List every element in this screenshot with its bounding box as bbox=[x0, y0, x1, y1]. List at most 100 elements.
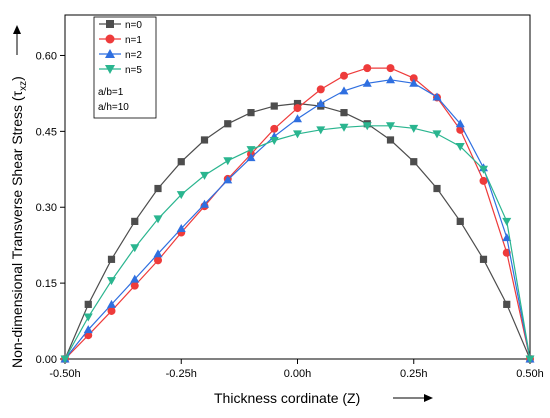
data-point bbox=[107, 306, 116, 315]
x-axis-arrow bbox=[393, 394, 433, 402]
data-point bbox=[456, 217, 464, 225]
data-point bbox=[270, 102, 278, 110]
note-thickness-ratio: a/h=10 bbox=[98, 102, 129, 113]
data-point bbox=[432, 92, 442, 101]
data-point bbox=[339, 86, 349, 95]
legend-marker-circle bbox=[105, 34, 115, 44]
y-tick-label: 0.45 bbox=[36, 126, 57, 138]
data-point bbox=[386, 136, 395, 144]
data-point bbox=[479, 176, 488, 185]
data-point bbox=[293, 130, 302, 139]
data-point bbox=[223, 157, 233, 166]
x-tick-label: -0.25h bbox=[166, 368, 197, 380]
data-point bbox=[340, 109, 348, 117]
legend-entry: n=1 bbox=[99, 34, 142, 46]
x-tick-label: 0.50h bbox=[516, 368, 544, 380]
data-point bbox=[224, 120, 232, 128]
data-point bbox=[107, 277, 116, 286]
legend-label: n=1 bbox=[125, 35, 142, 46]
data-point bbox=[153, 249, 163, 258]
data-point bbox=[177, 158, 185, 166]
y-axis-arrow bbox=[13, 25, 21, 55]
data-point bbox=[479, 255, 488, 263]
data-point bbox=[223, 175, 233, 184]
data-point bbox=[363, 64, 372, 73]
data-point bbox=[409, 78, 419, 87]
legend-label: n=0 bbox=[125, 20, 142, 31]
data-point bbox=[455, 119, 465, 128]
data-point bbox=[130, 281, 139, 290]
data-point bbox=[200, 136, 209, 144]
data-point bbox=[362, 78, 372, 87]
legend-entry: n=5 bbox=[99, 65, 142, 76]
legend-marker-triangle-down bbox=[105, 65, 115, 74]
data-point bbox=[176, 223, 186, 232]
data-point bbox=[386, 64, 395, 73]
axis-ticks: -0.50h -0.25h 0.00h 0.25h 0.50h 0.00 0.15 0.30 0… bbox=[36, 50, 544, 380]
data-point bbox=[246, 153, 256, 162]
data-point bbox=[84, 300, 92, 308]
legend-label: n=5 bbox=[125, 65, 142, 76]
data-point bbox=[153, 215, 163, 224]
note-aspect-ratio: a/b=1 bbox=[98, 87, 124, 98]
data-point bbox=[479, 165, 488, 174]
x-tick-label: 0.25h bbox=[400, 368, 428, 380]
series-line bbox=[64, 102, 531, 360]
legend-entry: n=2 bbox=[99, 49, 142, 61]
data-point bbox=[386, 75, 395, 84]
legend-marker-triangle-up bbox=[105, 49, 115, 58]
data-point bbox=[154, 184, 162, 193]
data-point bbox=[502, 217, 512, 226]
series-line bbox=[64, 125, 531, 360]
data-point bbox=[130, 244, 140, 253]
data-point bbox=[316, 99, 326, 108]
data-point bbox=[269, 136, 279, 145]
y-tick-label: 0.30 bbox=[36, 202, 57, 214]
legend: n=0 n=1 n=2 n=5 a/b=1 a/h=10 bbox=[93, 16, 157, 119]
data-point bbox=[247, 109, 255, 117]
data-point bbox=[409, 74, 418, 83]
data-point bbox=[433, 184, 441, 193]
y-tick-label: 0.60 bbox=[36, 50, 57, 62]
y-axis-title-subscript: xz bbox=[18, 81, 29, 91]
data-point bbox=[200, 199, 209, 208]
data-point bbox=[154, 256, 162, 265]
data-point bbox=[200, 171, 209, 180]
legend-entry: n=0 bbox=[99, 20, 142, 31]
series-n=5 bbox=[60, 122, 535, 364]
data-point bbox=[340, 71, 348, 80]
data-point bbox=[525, 355, 535, 364]
data-point bbox=[293, 99, 302, 108]
y-axis-title-group: Non-dimensional Transverse Shear Stress … bbox=[9, 76, 29, 368]
y-axis-title: Non-dimensional Transverse Shear Stress … bbox=[9, 76, 29, 368]
data-point bbox=[386, 122, 395, 131]
data-point bbox=[131, 217, 139, 225]
data-point bbox=[432, 130, 442, 139]
data-point bbox=[293, 114, 302, 123]
y-axis-title-close: ) bbox=[9, 76, 25, 81]
data-point bbox=[83, 325, 93, 334]
data-point bbox=[503, 300, 511, 308]
data-point bbox=[409, 124, 419, 133]
data-point bbox=[316, 126, 326, 135]
data-point bbox=[107, 299, 116, 308]
data-point bbox=[339, 123, 349, 132]
series-layer bbox=[60, 64, 535, 364]
legend-label: n=2 bbox=[125, 50, 142, 61]
data-point bbox=[60, 355, 70, 364]
data-point bbox=[410, 158, 418, 166]
data-point bbox=[316, 85, 325, 94]
x-tick-label: 0.00h bbox=[284, 368, 312, 380]
data-point bbox=[293, 104, 302, 113]
data-point bbox=[107, 255, 116, 263]
data-point bbox=[130, 274, 140, 283]
data-point bbox=[455, 143, 465, 152]
data-point bbox=[176, 191, 186, 200]
series-n=0 bbox=[61, 99, 534, 363]
data-point bbox=[362, 122, 372, 131]
x-tick-label: -0.50h bbox=[49, 368, 80, 380]
data-point bbox=[83, 313, 93, 322]
y-axis-title-symbol: τ bbox=[9, 90, 25, 96]
y-axis-title-main: Non-dimensional Transverse Shear Stress … bbox=[9, 96, 25, 368]
